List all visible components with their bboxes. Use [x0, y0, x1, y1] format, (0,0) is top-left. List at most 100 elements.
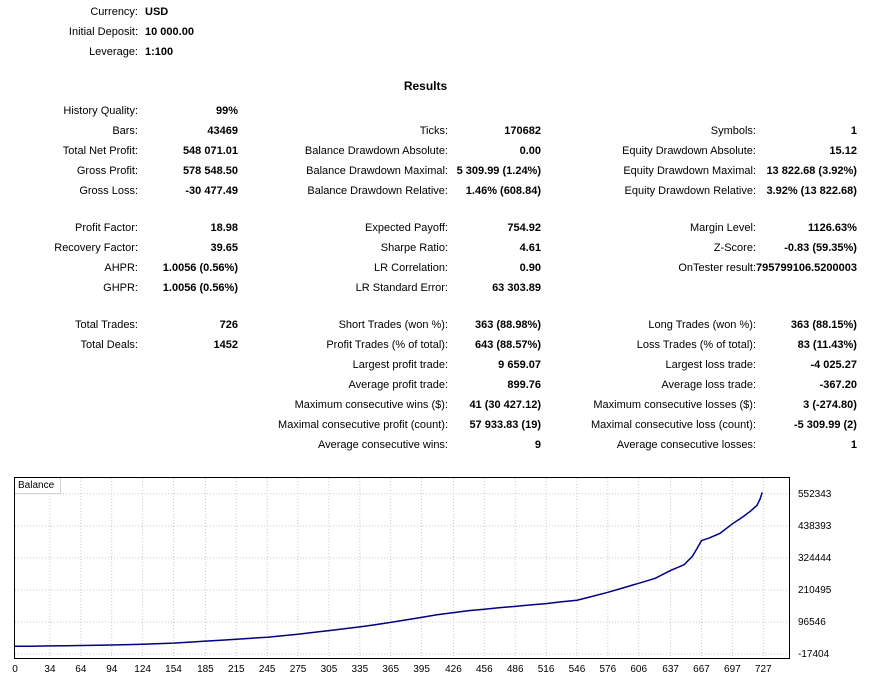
- stat-label: Profit Factor:: [75, 222, 138, 234]
- stat-label: Loss Trades (% of total):: [636, 339, 756, 351]
- header-value: 10 000.00: [145, 26, 194, 38]
- stat-value: [138, 395, 238, 415]
- stat-value: -0.83 (59.35%): [784, 242, 857, 254]
- stat-label: Average consecutive wins:: [317, 439, 448, 451]
- y-axis-label: 210495: [798, 584, 832, 596]
- x-axis-label: 727: [754, 664, 772, 675]
- spacer-row: [0, 298, 857, 315]
- x-axis-label: 667: [693, 664, 710, 675]
- x-axis-label: 426: [445, 664, 462, 675]
- stats-row: Recovery Factor: 39.65 Sharpe Ratio: 4.61 Z-…: [0, 238, 857, 258]
- balance-chart: Balance: [14, 477, 790, 659]
- stat-label: Short Trades (won %):: [338, 319, 448, 331]
- header-label: Currency:: [90, 6, 138, 18]
- x-axis-label: 456: [475, 664, 493, 675]
- stat-label: Largest loss trade:: [665, 359, 757, 371]
- stat-value: 363 (88.98%): [474, 319, 541, 331]
- stat-value: [138, 355, 238, 375]
- y-axis-label: 552343: [798, 488, 832, 500]
- header-row: Leverage: 1:100: [0, 42, 882, 62]
- stats-row: Total Net Profit: 548 071.01 Balance Drawd…: [0, 141, 857, 161]
- balance-curve-svg: [15, 478, 789, 658]
- stat-value: 754.92: [507, 222, 541, 234]
- stat-label: Equity Drawdown Absolute:: [622, 145, 756, 157]
- x-axis-label: 185: [197, 664, 214, 675]
- x-axis-label: 546: [568, 664, 586, 675]
- stat-value: 578 548.50: [182, 165, 238, 177]
- stat-value: 43469: [207, 125, 238, 137]
- stat-label: Gross Loss:: [79, 185, 138, 197]
- x-axis-label: 365: [382, 664, 400, 675]
- stat-value: [138, 375, 238, 395]
- stat-value: 83 (11.43%): [797, 339, 857, 351]
- stat-label: [0, 355, 138, 375]
- x-axis-label: 606: [630, 664, 648, 675]
- stats-row: Gross Profit: 578 548.50 Balance Drawdown …: [0, 161, 857, 181]
- stat-value: 1452: [213, 339, 238, 351]
- x-axis-label: 486: [506, 664, 524, 675]
- stat-value: 18.98: [210, 222, 238, 234]
- stat-label: [0, 395, 138, 415]
- results-title: Results: [403, 79, 448, 93]
- stats-row: Bars: 43469 Ticks: 170682 Symbols: 1: [0, 121, 857, 141]
- y-axis-label: 96546: [798, 616, 826, 628]
- stat-label: [0, 415, 138, 435]
- balance-chart-section: Balance -17404 96546 210495 324444 438393 552…: [0, 477, 882, 686]
- stat-label: Profit Trades (% of total):: [326, 339, 448, 351]
- x-axis-label: 305: [320, 664, 338, 675]
- stat-label: GHPR:: [103, 282, 138, 294]
- stat-value: -367.20: [819, 379, 857, 391]
- x-axis-label: 516: [537, 664, 555, 675]
- stat-label: Maximum consecutive wins ($):: [294, 399, 448, 411]
- chart-series-label: Balance: [15, 478, 62, 494]
- stat-value: 548 071.01: [182, 145, 238, 157]
- stats-row: GHPR: 1.0056 (0.56%) LR Standard Error: 63 …: [0, 278, 857, 298]
- x-axis-label: 215: [227, 664, 245, 675]
- x-axis-label: 576: [599, 664, 617, 675]
- header-label: Leverage:: [89, 46, 138, 58]
- stat-label: AHPR:: [104, 262, 138, 274]
- stat-label: [0, 375, 138, 395]
- stat-label: Sharpe Ratio:: [380, 242, 448, 254]
- stat-label: Maximum consecutive losses ($):: [593, 399, 756, 411]
- spacer-cell: [0, 201, 857, 218]
- x-axis-label: 0: [12, 664, 18, 675]
- stats-row: AHPR: 1.0056 (0.56%) LR Correlation: 0.90 On…: [0, 258, 857, 278]
- stats-row: History Quality: 99%: [0, 101, 857, 121]
- header-label: Initial Deposit:: [68, 26, 138, 38]
- y-axis-label: 324444: [798, 552, 832, 564]
- stat-label: Average profit trade:: [348, 379, 448, 391]
- stats-row: Gross Loss: -30 477.49 Balance Drawdown Re…: [0, 181, 857, 201]
- stats-row: Average consecutive wins: 9 Average consec…: [0, 435, 857, 455]
- balance-line: [15, 492, 763, 648]
- header-row: Currency: USD: [0, 2, 882, 22]
- stat-label: History Quality:: [63, 105, 138, 117]
- stat-label: Balance Drawdown Absolute:: [304, 145, 448, 157]
- stat-label: [541, 101, 756, 121]
- stat-value: 13 822.68 (3.92%): [766, 165, 857, 177]
- stat-value: 3.92% (13 822.68): [766, 185, 857, 197]
- stat-value: 3 (-274.80): [803, 399, 857, 411]
- stats-row: Largest profit trade: 9 659.07 Largest los…: [0, 355, 857, 375]
- results-table: History Quality: 99% Bars: 43469 Ticks: 17068…: [0, 101, 857, 455]
- y-axis-label: 438393: [798, 520, 832, 532]
- stat-value: 15.12: [829, 145, 857, 157]
- stats-row: Average profit trade: 899.76 Average loss …: [0, 375, 857, 395]
- x-axis-label: 94: [106, 664, 118, 675]
- stat-label: Average loss trade:: [661, 379, 756, 391]
- stat-value: 39.65: [210, 242, 238, 254]
- stat-label: Total Trades:: [75, 319, 138, 331]
- stat-value: 899.76: [507, 379, 541, 391]
- stat-value: 9 659.07: [498, 359, 541, 371]
- stat-label: Balance Drawdown Maximal:: [306, 165, 448, 177]
- stat-value: [448, 101, 541, 121]
- stat-value: 1.46% (608.84): [465, 185, 541, 197]
- stat-value: 1: [850, 439, 857, 451]
- stat-label: Maximal consecutive profit (count):: [278, 419, 448, 431]
- stat-value: 1126.63%: [808, 222, 857, 234]
- spacer-cell: [0, 298, 857, 315]
- stat-label: LR Standard Error:: [355, 282, 448, 294]
- stat-label: Expected Payoff:: [365, 222, 448, 234]
- stats-row: Total Deals: 1452 Profit Trades (% of tota…: [0, 335, 857, 355]
